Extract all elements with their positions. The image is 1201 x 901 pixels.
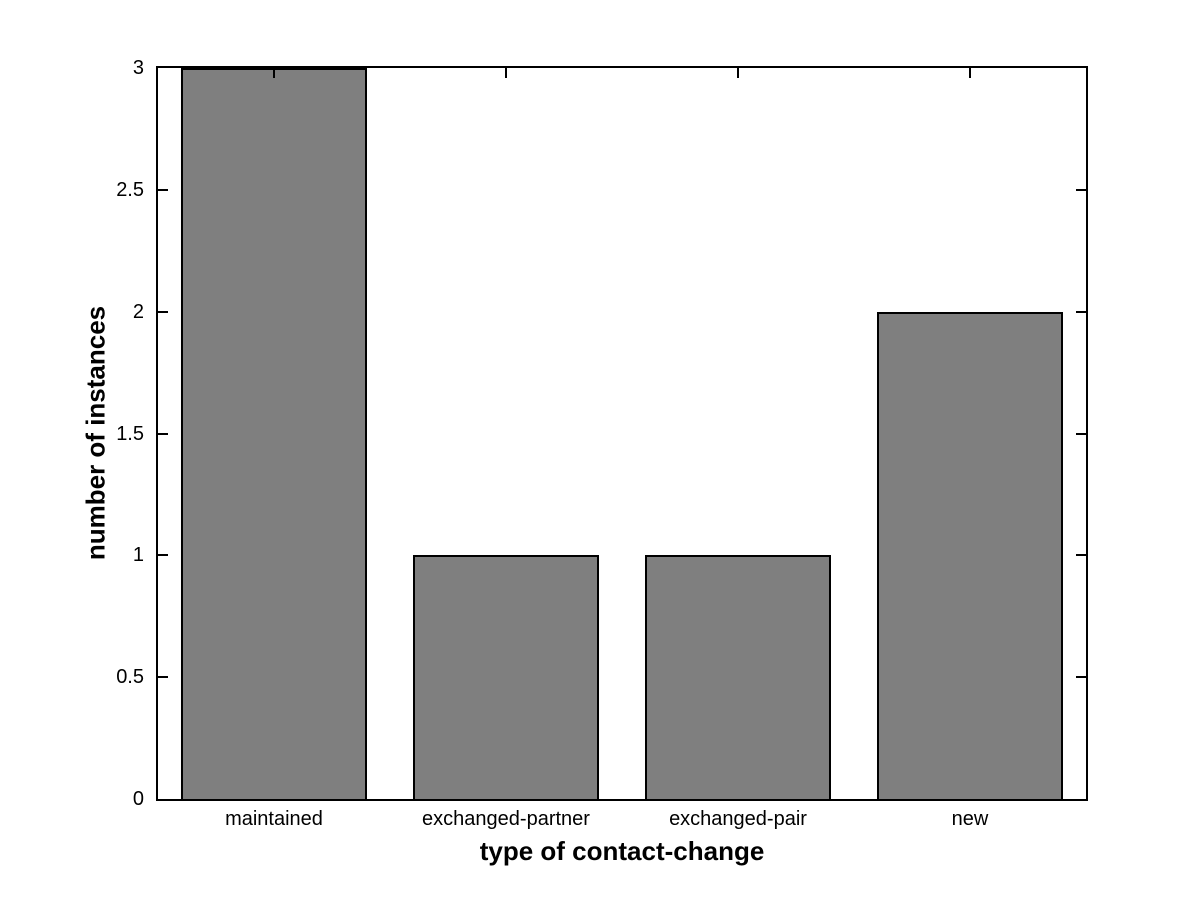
y-tick-label: 2.5 <box>116 179 144 201</box>
y-tick-label: 1 <box>132 544 144 566</box>
x-tick-label-maintained: maintained <box>225 808 323 830</box>
y-tick-label: 2 <box>132 301 144 323</box>
y-tick-label: 0 <box>132 788 144 810</box>
y-tick-right <box>1076 433 1086 435</box>
y-tick-left <box>158 433 168 435</box>
bar-new <box>877 312 1063 799</box>
x-tick-top <box>969 68 971 78</box>
y-tick-label: 0.5 <box>116 666 144 688</box>
y-tick-left <box>158 676 168 678</box>
plot-area <box>156 66 1088 801</box>
bar-exchanged-pair <box>645 555 831 799</box>
y-tick-right <box>1076 676 1086 678</box>
y-tick-right <box>1076 311 1086 313</box>
x-tick-top <box>737 68 739 78</box>
bar-exchanged-partner <box>413 555 599 799</box>
bar-maintained <box>181 68 367 799</box>
y-tick-left <box>158 311 168 313</box>
x-tick-label-exchanged-partner: exchanged-partner <box>422 808 590 830</box>
x-axis-label: type of contact-change <box>479 836 765 866</box>
y-tick-right <box>1076 554 1086 556</box>
y-tick-left <box>158 554 168 556</box>
y-tick-left <box>158 189 168 191</box>
x-tick-label-exchanged-pair: exchanged-pair <box>669 808 807 830</box>
y-tick-label: 3 <box>132 57 144 79</box>
x-tick-label-new: new <box>951 808 989 830</box>
y-tick-label: 1.5 <box>116 423 144 445</box>
x-tick-top <box>273 68 275 78</box>
x-tick-top <box>505 68 507 78</box>
y-tick-right <box>1076 189 1086 191</box>
